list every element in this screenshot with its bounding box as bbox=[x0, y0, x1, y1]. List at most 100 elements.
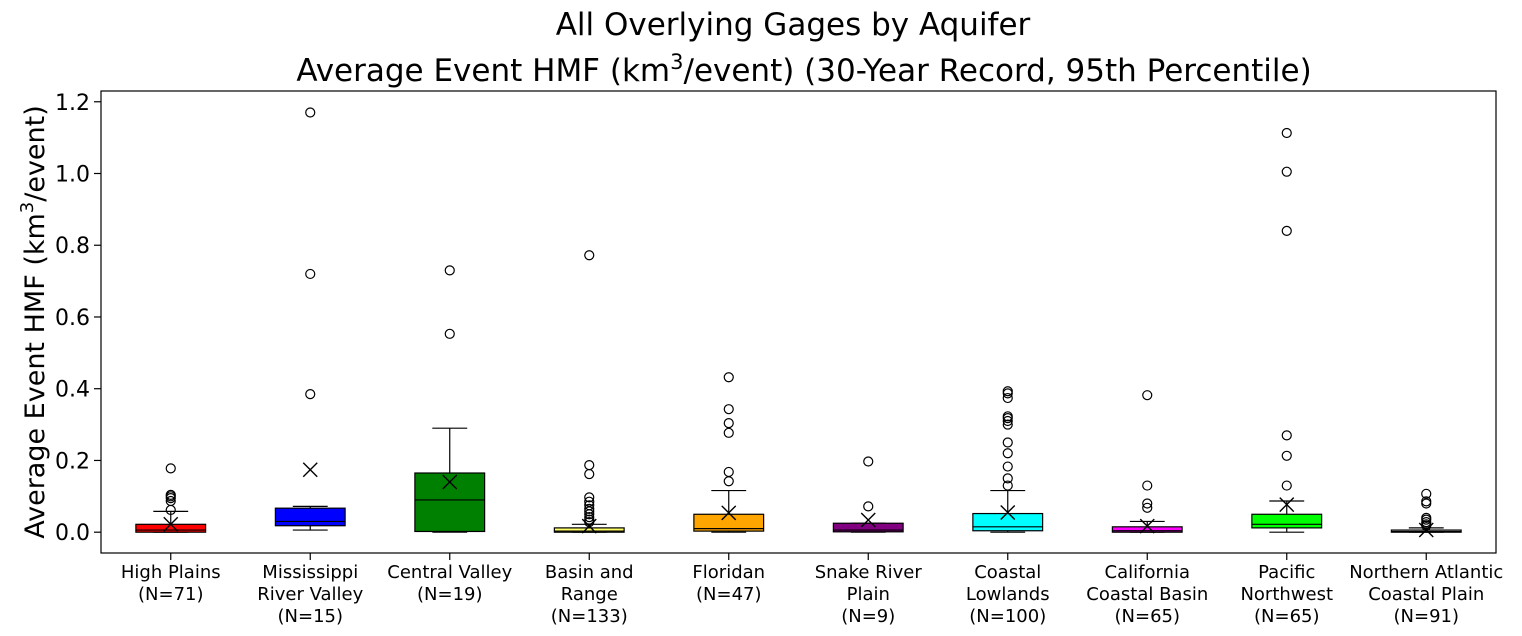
x-tick-label: Snake River Plain (N=9) bbox=[815, 562, 923, 627]
x-tick-label-line: Lowlands bbox=[966, 584, 1050, 605]
mean-marker bbox=[860, 512, 876, 528]
plot-area: 0.0 0.2 0.4 0.6 0.8 1.0 1.2 High Plains (N=71) Mi… bbox=[55, 91, 1503, 627]
outlier-point bbox=[305, 268, 316, 280]
iqr-box bbox=[1251, 513, 1323, 529]
outlier-point bbox=[1281, 127, 1292, 139]
outlier-point bbox=[723, 466, 734, 478]
outlier-point bbox=[584, 492, 595, 503]
x-tick-label-line: (N=15) bbox=[278, 606, 344, 627]
y-axis-label-text-b: /event) bbox=[20, 105, 51, 202]
x-tick-label-line: High Plains bbox=[121, 562, 221, 583]
outlier-point bbox=[584, 460, 595, 471]
x-tick-label-line: Northwest bbox=[1240, 584, 1333, 605]
mean-marker bbox=[163, 516, 179, 532]
x-tick-label-line: (N=9) bbox=[841, 606, 895, 627]
outlier-point bbox=[1281, 480, 1292, 491]
x-tick-label-line: (N=47) bbox=[696, 584, 762, 605]
outlier-point bbox=[305, 107, 316, 118]
x-tick-label-line: River Valley bbox=[257, 584, 363, 605]
mean-marker bbox=[1418, 522, 1434, 538]
mean-marker bbox=[721, 505, 737, 521]
outlier-point bbox=[1142, 390, 1153, 401]
y-tick-label: 1.0 bbox=[55, 163, 90, 188]
outlier-point bbox=[1421, 488, 1432, 499]
iqr-box bbox=[553, 527, 625, 533]
x-tick-label-line: (N=91) bbox=[1394, 606, 1460, 627]
outlier-point bbox=[723, 418, 734, 429]
plot-frame bbox=[100, 90, 1497, 554]
y-tick-label: 0.4 bbox=[55, 378, 90, 403]
x-tick-label-line: Central Valley bbox=[387, 562, 512, 583]
outlier-point bbox=[1002, 437, 1013, 448]
outlier-point bbox=[584, 468, 595, 480]
x-tick-label: California Coastal Basin (N=65) bbox=[1086, 562, 1208, 627]
outlier-point bbox=[165, 489, 176, 500]
outlier-point bbox=[1002, 419, 1013, 430]
outlier-point bbox=[1002, 480, 1013, 491]
x-tick-label-line: Northern Atlantic bbox=[1349, 562, 1503, 583]
outlier-point bbox=[305, 388, 316, 400]
x-tick-label-line: Snake River bbox=[815, 562, 923, 583]
outlier-point bbox=[1142, 502, 1153, 513]
outlier-point bbox=[584, 514, 595, 525]
outlier-point bbox=[584, 250, 595, 261]
x-tick-label-line: Mississippi bbox=[262, 562, 358, 583]
x-tick-label-line: Pacific bbox=[1258, 562, 1315, 583]
y-tick-label: 0.6 bbox=[55, 306, 90, 331]
y-tick-label: 0.8 bbox=[55, 234, 90, 259]
outlier-point bbox=[1421, 512, 1432, 523]
y-tick-label: 0.0 bbox=[55, 521, 90, 546]
iqr-box bbox=[1111, 526, 1183, 533]
chart-title-text-a: Average Event HMF (km bbox=[296, 53, 670, 89]
x-tick-label-line: Coastal Plain bbox=[1368, 584, 1484, 605]
x-tick-label-line: Range bbox=[561, 584, 618, 605]
chart-title-superscript: 3 bbox=[670, 50, 683, 74]
chart-title-text-b: /event) (30-Year Record, 95th Percentile… bbox=[684, 53, 1312, 89]
outlier-point bbox=[1421, 517, 1432, 528]
x-tick-label: Mississippi River Valley (N=15) bbox=[257, 562, 363, 627]
outlier-point bbox=[863, 501, 874, 512]
outlier-point bbox=[1421, 498, 1432, 509]
x-tick-label-line: Coastal Basin bbox=[1086, 584, 1208, 605]
outlier-point bbox=[165, 495, 176, 507]
x-tick-label-line: (N=71) bbox=[138, 584, 204, 605]
mean-marker bbox=[1000, 504, 1016, 520]
outlier-point bbox=[1281, 430, 1292, 441]
outlier-point bbox=[1002, 473, 1013, 484]
mean-marker bbox=[581, 518, 597, 534]
outlier-point bbox=[444, 265, 455, 276]
chart-title-line1: All Overlying Gages by Aquifer bbox=[556, 7, 1031, 43]
x-tick-label: Coastal Lowlands (N=100) bbox=[966, 562, 1050, 627]
mean-marker bbox=[1279, 497, 1295, 513]
x-tick-label-line: Floridan bbox=[692, 562, 765, 583]
outlier-point bbox=[723, 427, 734, 438]
outlier-point bbox=[584, 503, 595, 514]
x-tick-label: Basin and Range (N=133) bbox=[545, 562, 634, 627]
outlier-point bbox=[1002, 411, 1013, 422]
x-tick-label-line: (N=100) bbox=[969, 606, 1046, 627]
outlier-point bbox=[723, 404, 734, 415]
iqr-box bbox=[832, 522, 904, 533]
mean-marker bbox=[1139, 518, 1155, 534]
outlier-point bbox=[444, 328, 455, 339]
outlier-point bbox=[1281, 166, 1292, 177]
y-tick-label: 1.2 bbox=[55, 91, 90, 116]
iqr-box bbox=[972, 512, 1044, 532]
iqr-box bbox=[274, 507, 346, 527]
x-tick-label: High Plains (N=71) bbox=[121, 562, 221, 605]
outlier-point bbox=[1002, 392, 1013, 404]
x-tick-label: Northern Atlantic Coastal Plain (N=91) bbox=[1349, 562, 1503, 627]
outlier-point bbox=[1281, 225, 1292, 236]
y-axis-label-superscript: 3 bbox=[17, 202, 38, 213]
outlier-point bbox=[584, 496, 595, 507]
x-tick-label-line: (N=133) bbox=[551, 606, 628, 627]
x-tick-label-line: California bbox=[1105, 562, 1190, 583]
x-tick-label: Pacific Northwest (N=65) bbox=[1240, 562, 1333, 627]
x-tick-label-line: Basin and bbox=[545, 562, 634, 583]
outlier-point bbox=[584, 500, 595, 511]
outlier-point bbox=[1281, 450, 1292, 461]
outlier-point bbox=[1142, 498, 1153, 509]
x-tick-label-line: Coastal bbox=[974, 562, 1041, 583]
x-tick-label-line: (N=65) bbox=[1115, 606, 1181, 627]
y-tick-label: 0.2 bbox=[55, 449, 90, 474]
